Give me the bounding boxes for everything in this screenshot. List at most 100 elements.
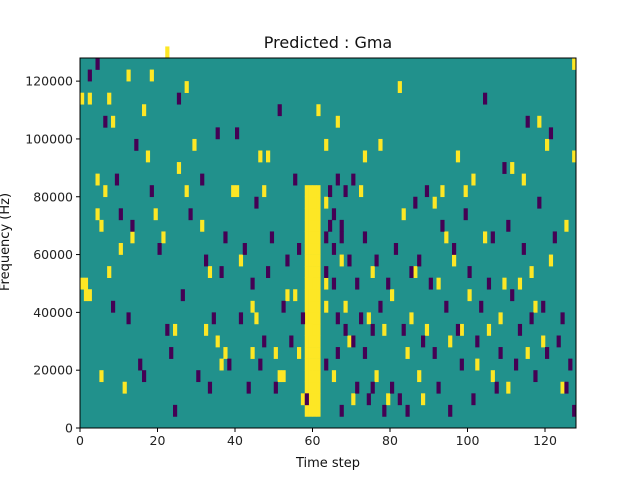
heatmap-cell-high [444, 231, 449, 244]
heatmap-cell-high [312, 219, 317, 232]
heatmap-cell-low [118, 208, 123, 221]
heatmap-cell-low [409, 266, 414, 278]
heatmap-cell-high [80, 92, 85, 105]
heatmap-cell-high [215, 335, 220, 348]
heatmap-cell-low [331, 277, 337, 290]
heatmap-cell-high [382, 323, 387, 336]
heatmap-cell-low [397, 393, 402, 406]
heatmap-cell-high [397, 81, 402, 93]
heatmap-cell-high [502, 277, 507, 290]
heatmap-cell-low [180, 289, 185, 302]
heatmap-cell-low [300, 312, 306, 325]
heatmap-cell-high [304, 266, 309, 278]
heatmap-cell-high [316, 381, 321, 394]
heatmap-cell-high [483, 231, 488, 244]
heatmap-cell-high [471, 173, 476, 186]
heatmap-cell-low [347, 254, 352, 267]
heatmap-cell-low [362, 231, 368, 244]
heatmap-cell-high [537, 115, 542, 128]
heatmap-cell-high [440, 185, 445, 198]
heatmap-cell-high [308, 185, 313, 198]
heatmap-cell-low [114, 173, 120, 186]
heatmap-cell-high [324, 196, 329, 209]
heatmap-cell-low [490, 231, 495, 244]
heatmap-cell-high [308, 323, 313, 336]
heatmap-cell-low [138, 358, 143, 371]
heatmap-cell-low [215, 127, 220, 140]
heatmap-cell-high [459, 323, 464, 336]
heatmap-cell-high [149, 69, 154, 82]
heatmap-cell-high [455, 150, 461, 163]
heatmap-cell-low [211, 312, 216, 325]
heatmap-cell-high [316, 312, 321, 325]
heatmap-cell-high [308, 393, 313, 406]
heatmap-cell-high [304, 300, 309, 313]
heatmap-cell-low [463, 208, 468, 221]
heatmap-cell-high [304, 323, 309, 336]
heatmap-cell-high [316, 335, 321, 348]
x-tick-label: 80 [382, 433, 398, 448]
heatmap-cell-high [312, 393, 317, 406]
heatmap-cell-high [300, 393, 306, 406]
heatmap-cell-high [192, 138, 197, 151]
heatmap-cell-high [521, 173, 526, 186]
heatmap-cell-high [316, 231, 321, 244]
heatmap-cell-high [316, 243, 321, 255]
heatmap-cell-low [572, 404, 577, 417]
heatmap-cell-low [568, 358, 573, 371]
heatmap-cell-low [556, 335, 561, 348]
heatmap-cell-high [533, 300, 538, 313]
heatmap-cell-low [432, 347, 437, 359]
heatmap-cell-high [316, 404, 321, 417]
y-tick-label: 0 [65, 421, 73, 436]
heatmap-cell-low [417, 254, 422, 267]
heatmap-cell-high [316, 289, 321, 302]
heatmap-cell-low [289, 335, 294, 348]
heatmap-cell-high [324, 300, 329, 313]
heatmap-cell-high [118, 243, 123, 255]
x-tick-label: 20 [150, 433, 166, 448]
heatmap-cell-low [331, 243, 337, 255]
heatmap-cell-low [498, 347, 503, 359]
heatmap-cell-low [440, 219, 445, 232]
heatmap-cell-low [459, 358, 464, 371]
heatmap-cell-high [130, 231, 135, 244]
heatmap-cell-low [545, 347, 550, 359]
heatmap-cell-high [308, 277, 313, 290]
heatmap-cell-high [312, 196, 317, 209]
heatmap-cell-high [83, 289, 89, 302]
heatmap-cell-low [207, 381, 213, 394]
heatmap-cell-low [262, 335, 267, 348]
heatmap-cell-high [258, 150, 263, 163]
heatmap-cell-high [486, 323, 492, 336]
heatmap-cell-high [413, 266, 418, 278]
heatmap-cell-low [548, 127, 554, 140]
heatmap-cell-high [467, 289, 472, 302]
heatmap-cell-high [207, 266, 213, 278]
heatmap-cell-low [560, 312, 565, 325]
heatmap-cell-low [227, 358, 232, 371]
y-tick-label: 20000 [33, 363, 73, 378]
y-tick-label: 40000 [33, 305, 73, 320]
heatmap-cell-low [258, 358, 263, 371]
heatmap-cell-low [142, 370, 147, 383]
heatmap-cell-high [304, 254, 309, 267]
heatmap-cell-high [475, 358, 480, 371]
heatmap-cell-high [324, 277, 329, 290]
heatmap-cell-high [308, 266, 313, 278]
heatmap-cell-high [312, 347, 317, 359]
heatmap-cell-high [312, 300, 317, 313]
heatmap-cell-low [529, 312, 534, 325]
heatmap-cell-low [103, 115, 108, 128]
heatmap-cell-low [537, 196, 542, 209]
heatmap-cell-low [366, 393, 371, 406]
heatmap-cell-low [374, 254, 379, 267]
heatmap-cell-low [510, 289, 515, 302]
heatmap-cell-high [204, 323, 209, 336]
heatmap-cell-high [312, 323, 317, 336]
heatmap-cell-high [99, 219, 104, 232]
heatmap-cell-low [343, 185, 348, 198]
heatmap-cell-low [502, 162, 507, 174]
x-tick-label: 100 [456, 433, 480, 448]
heatmap-cell-low [188, 208, 193, 221]
